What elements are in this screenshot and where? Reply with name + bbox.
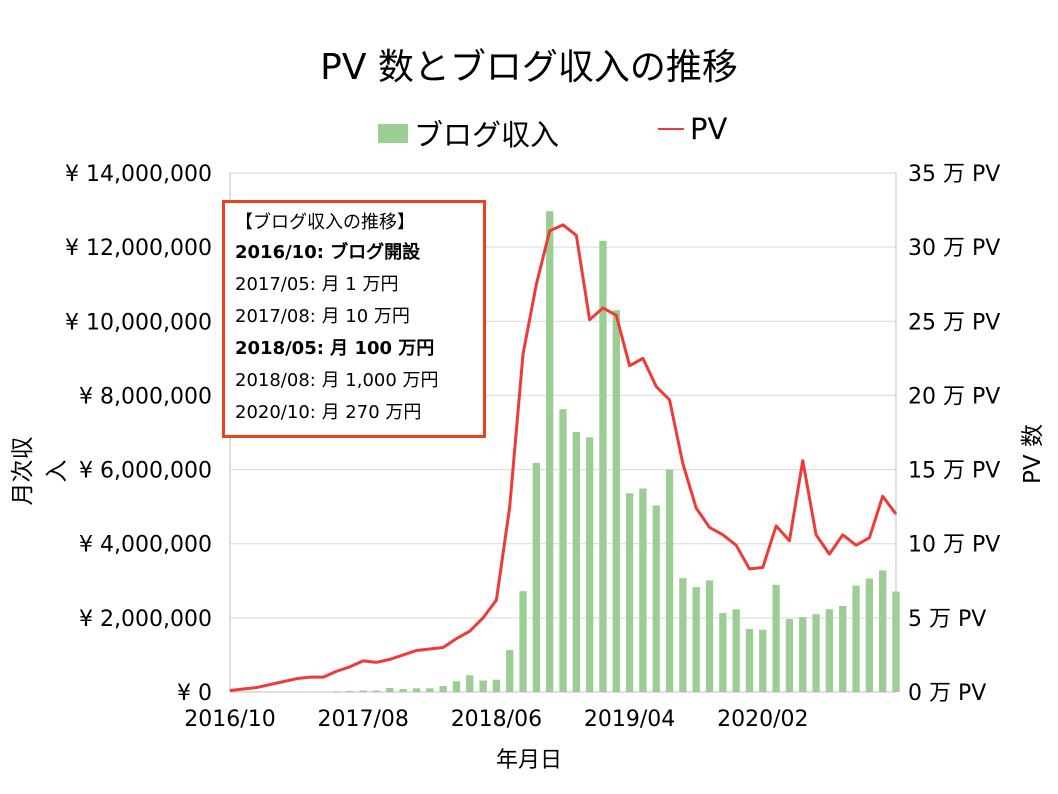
chart-title: PV 数とブログ収入の推移 <box>320 47 738 88</box>
revenue-bar <box>852 585 860 692</box>
revenue-bar <box>679 578 687 692</box>
revenue-bar <box>612 310 620 692</box>
x-tick-label: 2016/10 <box>184 707 275 732</box>
revenue-bar <box>585 437 594 692</box>
right-tick-label: 20 万 PV <box>908 384 1000 409</box>
x-tick-label: 2018/06 <box>451 707 542 732</box>
pv-line <box>229 223 898 693</box>
left-tick-label: ¥ 6,000,000 <box>79 459 212 484</box>
revenue-bar <box>519 591 527 692</box>
annotation-line: 2017/08: 月 10 万円 <box>235 306 410 327</box>
revenue-bar <box>865 578 874 692</box>
revenue-bar <box>745 628 754 692</box>
revenue-bar <box>639 488 647 692</box>
x-axis-label: 年月日 <box>495 748 562 773</box>
pv-series-line <box>229 223 898 693</box>
x-axis-ticks: 2016/10 2017/08 2018/06 2019/04 2020/02 <box>184 707 808 732</box>
right-tick-label: 10 万 PV <box>908 533 1000 558</box>
revenue-bar <box>452 681 461 692</box>
x-tick-label: 2019/04 <box>584 707 675 732</box>
revenue-bar <box>572 432 580 692</box>
revenue-bars <box>319 211 900 693</box>
left-tick-label: ¥ 2,000,000 <box>79 607 212 632</box>
annotation-title: 【ブログ収入の推移】 <box>235 212 415 233</box>
legend-label-pv: PV <box>690 112 728 146</box>
legend-swatch-line <box>658 128 684 130</box>
right-y-axis-ticks: 0 万 PV 5 万 PV 10 万 PV 15 万 PV 20 万 PV 25 万 PV… <box>908 162 1000 706</box>
revenue-bar <box>892 591 900 692</box>
x-tick-label: 2020/02 <box>717 707 808 732</box>
revenue-bar <box>705 580 714 692</box>
left-tick-label: ¥ 8,000,000 <box>79 384 212 409</box>
annotation-box: 【ブログ収入の推移】 2016/10: ブログ開設 2017/05: 月 1 万… <box>222 200 486 438</box>
revenue-bar <box>825 609 834 692</box>
revenue-bar <box>759 629 767 692</box>
annotation-line: 2018/05: 月 100 万円 <box>235 338 435 359</box>
annotation-line: 2016/10: ブログ開設 <box>235 242 421 263</box>
x-tick-label: 2017/08 <box>317 707 408 732</box>
revenue-bar <box>439 686 447 692</box>
revenue-bar <box>652 505 660 692</box>
revenue-bar <box>799 617 807 692</box>
right-tick-label: 0 万 PV <box>908 681 986 706</box>
revenue-bar <box>879 570 887 692</box>
revenue-bar <box>719 613 727 692</box>
right-axis-label: PV 数 <box>1020 424 1046 484</box>
left-tick-label: ¥ 4,000,000 <box>79 533 212 558</box>
revenue-bar <box>492 679 501 692</box>
left-y-axis-ticks: ¥ 0 ¥ 2,000,000 ¥ 4,000,000 ¥ 6,000,000 ¥ 8,… <box>65 162 212 706</box>
legend-label-revenue: ブログ収入 <box>414 118 560 152</box>
right-tick-label: 5 万 PV <box>908 607 986 632</box>
revenue-bar <box>426 688 434 692</box>
revenue-bar <box>346 690 354 692</box>
annotation-line: 2018/08: 月 1,000 万円 <box>235 370 439 391</box>
left-tick-label: ¥ 12,000,000 <box>65 236 212 261</box>
left-tick-label: ¥ 10,000,000 <box>65 310 212 335</box>
right-tick-label: 35 万 PV <box>908 162 1000 187</box>
revenue-bar <box>839 605 847 692</box>
revenue-bar <box>785 618 794 692</box>
revenue-bar <box>732 609 740 692</box>
left-tick-label: ¥ 14,000,000 <box>65 162 212 187</box>
revenue-bar <box>692 587 700 692</box>
revenue-bar <box>359 690 367 692</box>
revenue-bar <box>812 614 820 692</box>
revenue-bar <box>546 211 554 692</box>
annotation-line: 2020/10: 月 270 万円 <box>235 402 422 423</box>
revenue-bar <box>332 691 341 692</box>
right-tick-label: 30 万 PV <box>908 236 1000 261</box>
right-tick-label: 15 万 PV <box>908 459 1000 484</box>
revenue-bar <box>599 240 607 693</box>
revenue-bar <box>399 689 407 692</box>
left-axis-label: 月次収入 <box>10 436 70 506</box>
revenue-bar <box>412 688 421 692</box>
revenue-bar <box>479 680 487 692</box>
left-tick-label: ¥ 0 <box>177 681 212 706</box>
legend-item-pv: PV <box>658 112 727 146</box>
revenue-bar <box>772 584 780 692</box>
legend-swatch-bar <box>378 123 408 143</box>
revenue-bar <box>466 675 474 692</box>
revenue-bar <box>559 409 567 692</box>
revenue-bar <box>665 469 674 692</box>
revenue-bar <box>386 687 394 692</box>
revenue-bar <box>506 650 514 692</box>
revenue-bar <box>532 462 541 692</box>
legend-item-revenue: ブログ収入 <box>378 112 559 154</box>
legend: ブログ収入 PV <box>0 112 1058 152</box>
right-tick-label: 25 万 PV <box>908 310 1000 335</box>
annotation-line: 2017/05: 月 1 万円 <box>235 274 399 295</box>
revenue-bar <box>625 493 634 692</box>
revenue-bar <box>372 690 381 692</box>
